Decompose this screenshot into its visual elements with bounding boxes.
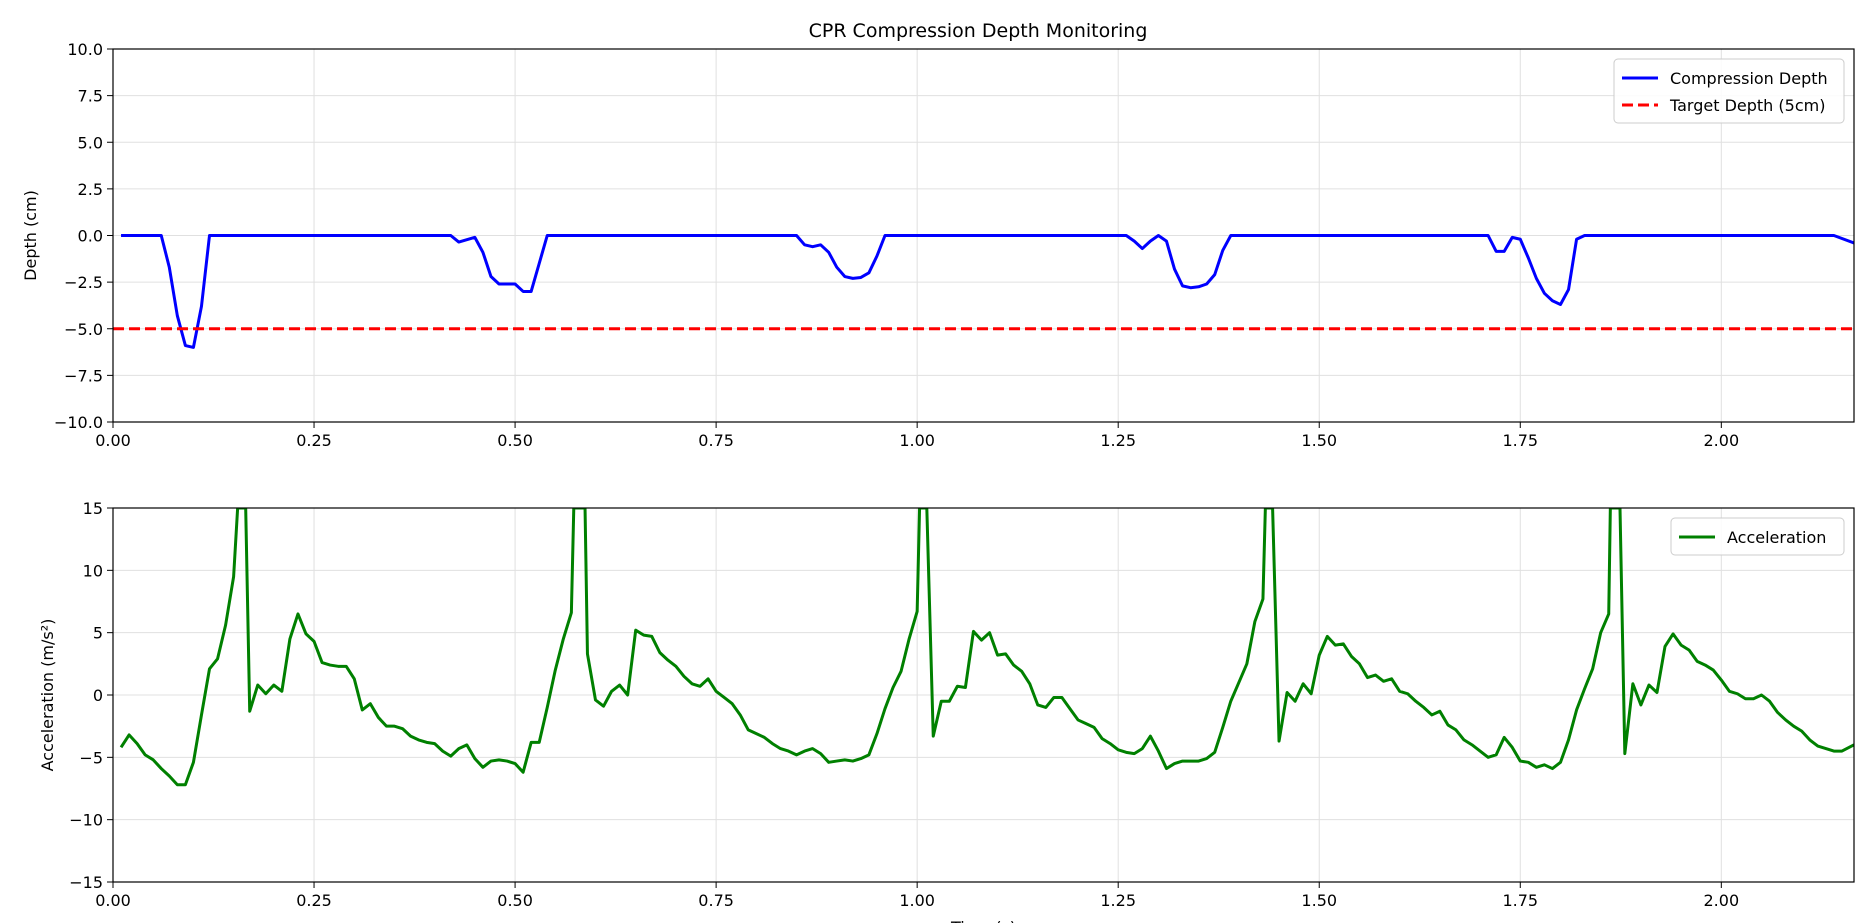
depth-x-tick-label: 0.00	[95, 431, 131, 450]
acceleration-x-tick-label: 0.50	[497, 891, 533, 910]
acceleration-x-tick-label: 2.00	[1704, 891, 1740, 910]
target-depth-5cm-legend-label: Target Depth (5cm)	[1669, 96, 1825, 115]
acceleration-ticks: 0.00 0.25 0.50 0.75 1.00 1.25 1.50 1.75 2.00 15 10…	[69, 499, 1739, 910]
depth-x-tick-label: 1.75	[1502, 431, 1538, 450]
acceleration-y-tick-label: −10	[69, 811, 103, 830]
depth-y-tick-label: −5.0	[64, 320, 103, 339]
acceleration-x-tick-label: 0.00	[95, 891, 131, 910]
acceleration-y-tick-label: 5	[93, 624, 103, 643]
depth-x-tick-label: 1.25	[1100, 431, 1136, 450]
depth-x-tick-label: 1.00	[899, 431, 935, 450]
depth-y-tick-label: 2.5	[78, 180, 103, 199]
compression-depth-legend-label: Compression Depth	[1670, 69, 1828, 88]
acceleration-legend-label: Acceleration	[1727, 528, 1826, 547]
acceleration-x-tick-label: 1.00	[899, 891, 935, 910]
time-x-axis-label: Time (s)	[950, 918, 1016, 923]
depth-y-tick-label: 5.0	[78, 133, 103, 152]
acceleration-x-tick-label: 0.25	[296, 891, 332, 910]
acceleration-line	[119, 508, 1854, 787]
depth-legend-box	[1613, 58, 1845, 124]
depth-x-tick-label: 0.25	[296, 431, 332, 450]
acceleration-legend-box	[1670, 517, 1845, 556]
acceleration-x-tick-label: 1.25	[1100, 891, 1136, 910]
depth-y-axis-label: Depth (cm)	[21, 190, 40, 281]
depth-y-tick-label: 7.5	[78, 87, 103, 106]
depth-x-tick-label: 1.50	[1301, 431, 1337, 450]
acceleration-x-tick-label: 0.75	[698, 891, 734, 910]
acceleration-y-tick-label: 15	[83, 499, 103, 518]
depth-legend: Compression Depth Target Depth (5cm)	[1613, 58, 1845, 124]
acceleration-x-tick-label: 1.75	[1502, 891, 1538, 910]
acceleration-legend: Acceleration	[1670, 517, 1845, 556]
depth-x-tick-label: 0.50	[497, 431, 533, 450]
acceleration-y-tick-label: −15	[69, 873, 103, 892]
depth-x-tick-label: 2.00	[1704, 431, 1740, 450]
depth-y-tick-label: −10.0	[54, 413, 103, 432]
depth-x-tick-label: 0.75	[698, 431, 734, 450]
chart-title: CPR Compression Depth Monitoring	[809, 20, 1148, 42]
depth-y-tick-label: 10.0	[67, 40, 103, 59]
depth-y-tick-label: −2.5	[64, 273, 103, 292]
depth-series-layer	[113, 234, 1854, 349]
depth-y-tick-label: 0.0	[78, 227, 103, 246]
acceleration-x-tick-label: 1.50	[1301, 891, 1337, 910]
acceleration-y-tick-label: −5	[79, 748, 103, 767]
acceleration-y-tick-label: 10	[83, 561, 103, 580]
acceleration-y-tick-label: 0	[93, 686, 103, 705]
acceleration-series-layer	[119, 508, 1854, 787]
compression-depth-line	[121, 234, 1854, 349]
depth-ticks: 0.00 0.25 0.50 0.75 1.00 1.25 1.50 1.75 2.00 10.0…	[54, 40, 1739, 450]
acceleration-panel: 0.00 0.25 0.50 0.75 1.00 1.25 1.50 1.75 2.00 15 10…	[38, 499, 1855, 923]
depth-y-tick-label: −7.5	[64, 366, 103, 385]
depth-panel: 0.00 0.25 0.50 0.75 1.00 1.25 1.50 1.75 2.00 10.0…	[21, 40, 1855, 450]
acceleration-y-axis-label: Acceleration (m/s²)	[38, 619, 57, 772]
